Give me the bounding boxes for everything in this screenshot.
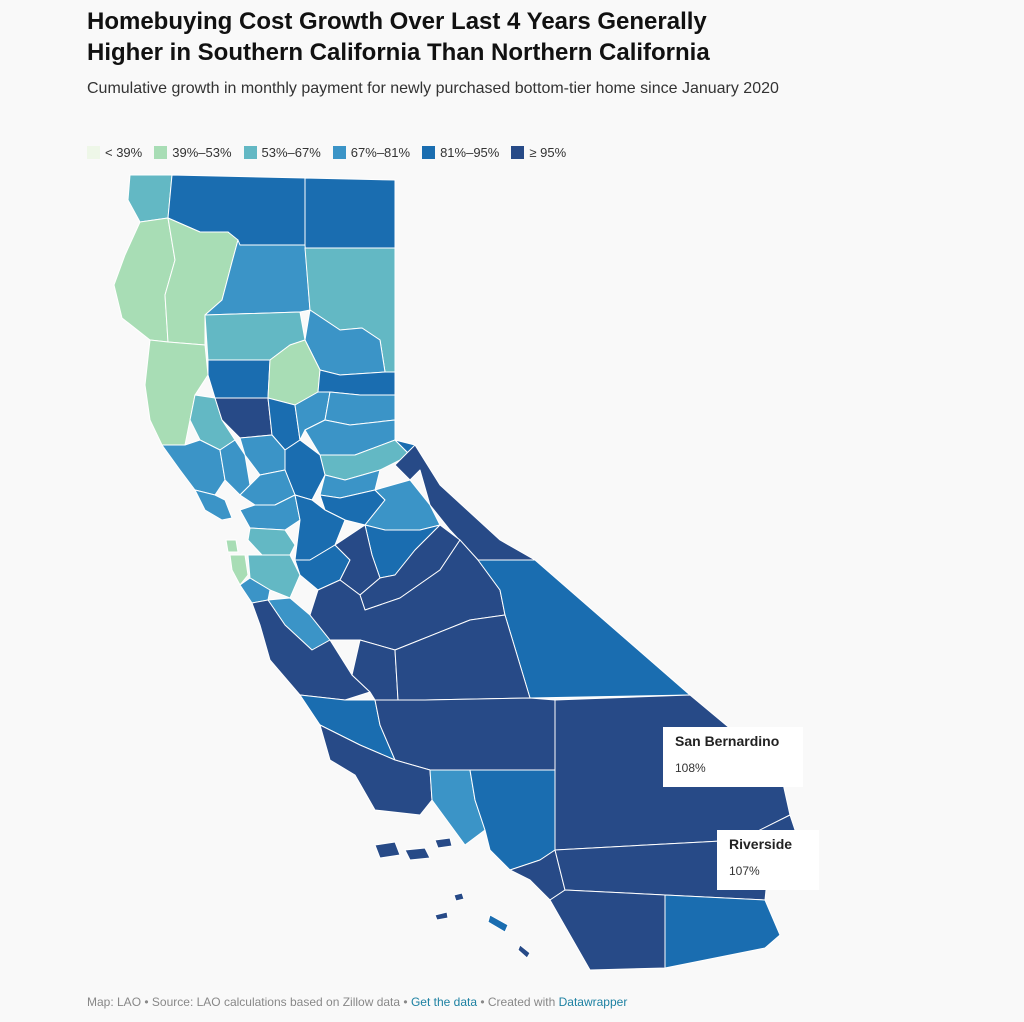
- county-san-mateo: [229, 554, 249, 586]
- county-alameda: [247, 527, 296, 556]
- county-marin: [194, 489, 233, 521]
- legend-label: < 39%: [105, 144, 143, 160]
- legend-item: 81%–95%: [422, 145, 499, 160]
- color-legend: < 39% 39%–53% 53%–67% 67%–81% 81%–95% ≥ …: [87, 143, 578, 161]
- footer-separator: •: [480, 995, 485, 1009]
- legend-swatch: [87, 145, 100, 159]
- county-glenn: [207, 359, 271, 399]
- county-nevada: [324, 391, 396, 426]
- legend-item: < 39%: [87, 145, 142, 160]
- get-the-data-link[interactable]: Get the data: [410, 995, 477, 1009]
- legend-label: 53%–67%: [261, 144, 321, 160]
- county-los-angeles: [469, 769, 556, 871]
- tooltip-county-name: San Bernardino: [675, 733, 780, 749]
- chart-header: Homebuying Cost Growth Over Last 4 Years…: [87, 6, 907, 100]
- legend-swatch: [422, 145, 436, 159]
- tooltip-riverside: Riverside 107%: [717, 830, 819, 890]
- datawrapper-link[interactable]: Datawrapper: [558, 995, 628, 1009]
- county-santa-barbara: [319, 724, 433, 816]
- chart-subtitle: Cumulative growth in monthly payment for…: [87, 80, 779, 97]
- legend-item: ≥ 95%: [511, 145, 566, 160]
- island-santa-barbara: [453, 892, 465, 902]
- footer-separator: •: [144, 995, 149, 1009]
- county-sierra: [317, 369, 396, 396]
- legend-label: 81%–95%: [440, 144, 500, 160]
- footer-created-with: Created with: [487, 995, 556, 1009]
- legend-label: 67%–81%: [350, 144, 411, 160]
- county-santa-cruz: [239, 577, 271, 604]
- footer-map-credit: Map: LAO: [87, 995, 142, 1009]
- legend-swatch: [511, 145, 525, 159]
- county-modoc: [304, 177, 396, 249]
- chart-title: Homebuying Cost Growth Over Last 4 Years…: [87, 8, 710, 66]
- legend-label: ≥ 95%: [529, 144, 567, 160]
- legend-item: 67%–81%: [332, 144, 411, 160]
- legend-item: 53%–67%: [243, 144, 321, 160]
- county-san-diego: [549, 889, 666, 971]
- county-mono: [394, 444, 536, 561]
- county-humboldt: [113, 217, 176, 343]
- county-imperial: [664, 894, 781, 969]
- island-santa-catalina: [487, 914, 509, 933]
- tooltip-county-value: 107%: [729, 864, 760, 878]
- footer-separator: •: [403, 995, 408, 1009]
- county-san-francisco: [225, 539, 239, 553]
- island-san-nicolas: [434, 911, 449, 921]
- tooltip-county-value: 108%: [675, 761, 706, 775]
- legend-label: 39%–53%: [172, 144, 232, 160]
- county-sonoma: [161, 439, 226, 496]
- county-kern: [374, 697, 556, 771]
- legend-swatch: [332, 145, 346, 159]
- legend-swatch: [243, 145, 257, 159]
- chart-footer: Map: LAO • Source: LAO calculations base…: [87, 995, 627, 1009]
- island-santa-cruz: [374, 841, 401, 859]
- island-santa-rosa: [404, 847, 431, 861]
- island-san-clemente: [517, 944, 531, 959]
- tooltip-county-name: Riverside: [729, 836, 793, 852]
- legend-swatch: [154, 145, 168, 159]
- county-del-norte: [127, 174, 173, 223]
- tooltip-san-bernardino: San Bernardino 108%: [663, 727, 803, 787]
- island-anacapa: [434, 837, 453, 849]
- legend-item: 39%–53%: [154, 144, 232, 160]
- footer-source: Source: LAO calculations based on Zillow…: [151, 995, 401, 1009]
